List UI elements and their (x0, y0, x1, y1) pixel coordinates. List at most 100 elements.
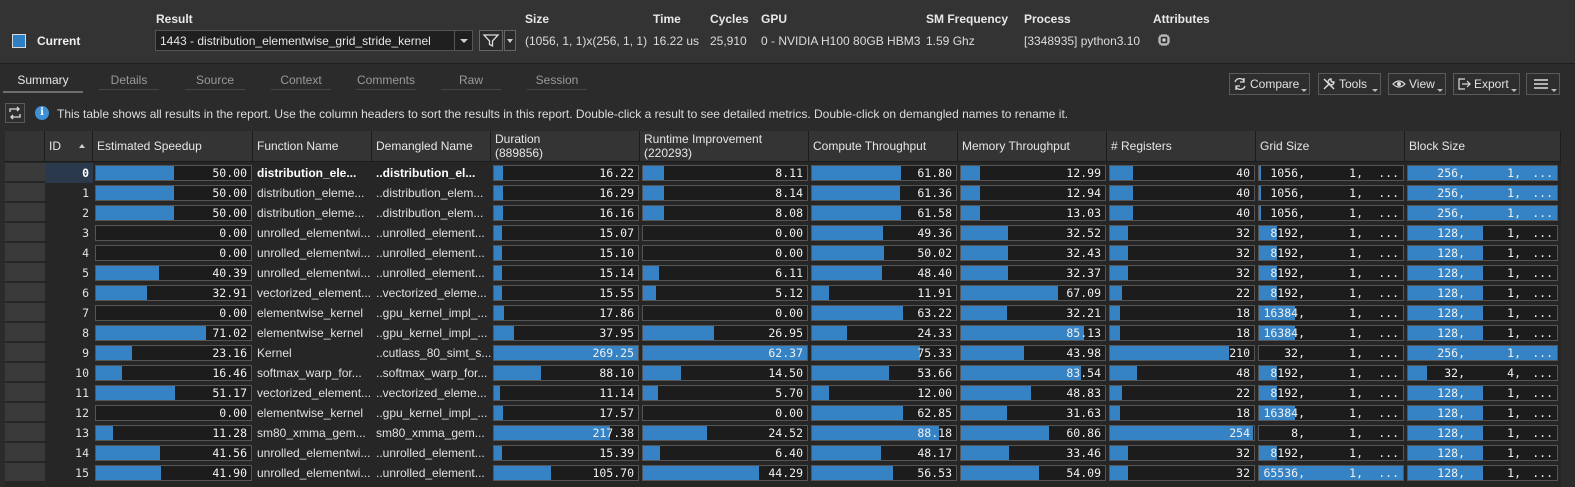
cell-demangled-name[interactable]: ..unrolled_element... (376, 246, 485, 260)
table-row[interactable]: 12 0.00 elementwise_kernel ..gpu_kernel_imp… (5, 403, 1561, 423)
cell-function-name[interactable]: distribution_ele... (257, 166, 357, 180)
bar-fill-block-size (1408, 166, 1557, 180)
compare-button[interactable]: Compare (1229, 73, 1310, 95)
cell-function-name[interactable]: sm80_xmma_gem... (257, 426, 366, 440)
cell-function-name[interactable]: unrolled_elementwi... (257, 446, 371, 460)
row-handle[interactable] (5, 343, 45, 362)
filter-button[interactable] (479, 30, 503, 51)
cell-demangled-name[interactable]: ..gpu_kernel_impl_... (376, 406, 488, 420)
table-row[interactable]: 0 50.00 distribution_ele... ..distribution_… (5, 163, 1561, 183)
cell-function-name[interactable]: vectorized_element... (257, 386, 372, 400)
tools-button[interactable]: Tools (1318, 73, 1381, 95)
table-row[interactable]: 6 32.91 vectorized_element... ..vectorized_… (5, 283, 1561, 303)
view-button[interactable]: View (1388, 73, 1446, 95)
cell-demangled-name[interactable]: ..distribution_el... (376, 166, 476, 180)
cell-function-name[interactable]: elementwise_kernel (257, 306, 364, 320)
row-handle[interactable] (5, 403, 45, 422)
table-row[interactable]: 5 40.39 unrolled_elementwi... ..unrolled_el… (5, 263, 1561, 283)
row-handle[interactable] (5, 283, 45, 302)
row-handle[interactable] (5, 363, 45, 382)
column-header-grid-size[interactable]: Grid Size (1256, 131, 1405, 162)
column-header-duration[interactable]: Duration (889856) (491, 131, 640, 162)
cell-demangled-name[interactable]: ..cutlass_80_simt_s... (376, 346, 491, 360)
cell-duration: 15.55 (493, 285, 639, 301)
cell-demangled-name[interactable]: ..unrolled_element... (376, 466, 485, 480)
cell-function-name[interactable]: distribution_eleme... (257, 186, 365, 200)
column-header-function-name[interactable]: Function Name (253, 131, 372, 162)
header-label: Compute Throughput (813, 139, 927, 153)
cell-function-name[interactable]: unrolled_elementwi... (257, 266, 371, 280)
tab-raw[interactable]: Raw (431, 66, 511, 93)
row-handle[interactable] (5, 183, 45, 202)
table-row[interactable]: 13 11.28 sm80_xmma_gem... sm80_xmma_gem... 2… (5, 423, 1561, 443)
table-row[interactable]: 11 51.17 vectorized_element... ..vectorized… (5, 383, 1561, 403)
filter-dropdown-button[interactable] (504, 30, 516, 51)
column-header-registers[interactable]: # Registers (1107, 131, 1256, 162)
cell-function-name[interactable]: elementwise_kernel (257, 406, 364, 420)
tab-context[interactable]: Context (261, 66, 341, 93)
cell-demangled-name[interactable]: ..softmax_warp_for... (376, 366, 488, 380)
current-color-swatch[interactable] (12, 34, 26, 48)
tab-summary[interactable]: Summary (3, 66, 83, 93)
row-handle[interactable] (5, 203, 45, 222)
cell-demangled-name[interactable]: ..unrolled_element... (376, 226, 485, 240)
tab-details[interactable]: Details (89, 66, 169, 93)
cell-demangled-name[interactable]: ..distribution_elem... (376, 206, 484, 220)
cell-demangled-name[interactable]: ..distribution_elem... (376, 186, 484, 200)
table-row[interactable]: 14 41.56 unrolled_elementwi... ..unrolled_e… (5, 443, 1561, 463)
row-handle[interactable] (5, 443, 45, 462)
size-label: Size (525, 12, 550, 26)
tab-session[interactable]: Session (517, 66, 597, 93)
tab-source[interactable]: Source (175, 66, 255, 93)
bar-fill-duration (494, 186, 503, 200)
column-header-runtime-improvement[interactable]: Runtime Improvement (220293) (640, 131, 809, 162)
table-row[interactable]: 15 41.90 unrolled_elementwi... ..unrolled_e… (5, 463, 1561, 483)
column-header-demangled-name[interactable]: Demangled Name (372, 131, 491, 162)
column-header-estimated-speedup[interactable]: Estimated Speedup (93, 131, 253, 162)
table-row[interactable]: 10 16.46 softmax_warp_for... ..softmax_warp… (5, 363, 1561, 383)
cell-demangled-name[interactable]: ..gpu_kernel_impl_... (376, 306, 488, 320)
menu-button[interactable] (1526, 73, 1560, 95)
cell-demangled-name[interactable]: ..unrolled_element... (376, 446, 485, 460)
tab-comments[interactable]: Comments (346, 66, 426, 93)
table-row[interactable]: 2 50.00 distribution_eleme... ..distributio… (5, 203, 1561, 223)
table-row[interactable]: 4 0.00 unrolled_elementwi... ..unrolled_ele… (5, 243, 1561, 263)
row-handle[interactable] (5, 263, 45, 282)
column-header-memory-throughput[interactable]: Memory Throughput (958, 131, 1107, 162)
row-handle[interactable] (5, 383, 45, 402)
table-row[interactable]: 3 0.00 unrolled_elementwi... ..unrolled_ele… (5, 223, 1561, 243)
cell-demangled-name[interactable]: ..unrolled_element... (376, 266, 485, 280)
chevron-down-icon[interactable] (454, 31, 472, 50)
cell-function-name[interactable]: unrolled_elementwi... (257, 246, 371, 260)
cell-function-name[interactable]: unrolled_elementwi... (257, 226, 371, 240)
cell-demangled-name[interactable]: sm80_xmma_gem... (376, 426, 485, 440)
cell-function-name[interactable]: vectorized_element... (257, 286, 372, 300)
table-row[interactable]: 8 71.02 elementwise_kernel ..gpu_kernel_imp… (5, 323, 1561, 343)
row-handle[interactable] (5, 463, 45, 482)
chip-icon[interactable] (1157, 33, 1171, 47)
cell-function-name[interactable]: softmax_warp_for... (257, 366, 362, 380)
cell-demangled-name[interactable]: ..gpu_kernel_impl_... (376, 326, 488, 340)
cell-function-name[interactable]: unrolled_elementwi... (257, 466, 371, 480)
cell-function-name[interactable]: distribution_eleme... (257, 206, 365, 220)
bar-value: 11.91 (917, 286, 952, 300)
table-row[interactable]: 9 23.16 Kernel ..cutlass_80_simt_s... 269.25… (5, 343, 1561, 363)
swap-button[interactable] (5, 103, 25, 123)
column-header-compute-throughput[interactable]: Compute Throughput (809, 131, 958, 162)
table-row[interactable]: 1 50.00 distribution_eleme... ..distributio… (5, 183, 1561, 203)
row-handle[interactable] (5, 303, 45, 322)
column-header-id[interactable]: ID (45, 131, 93, 162)
row-handle[interactable] (5, 243, 45, 262)
result-select[interactable]: 1443 - distribution_elementwise_grid_str… (155, 30, 473, 51)
cell-function-name[interactable]: elementwise_kernel (257, 326, 364, 340)
column-header-block-size[interactable]: Block Size (1405, 131, 1561, 162)
row-handle[interactable] (5, 163, 45, 182)
row-handle[interactable] (5, 423, 45, 442)
table-row[interactable]: 7 0.00 elementwise_kernel ..gpu_kernel_impl… (5, 303, 1561, 323)
row-handle[interactable] (5, 323, 45, 342)
row-handle[interactable] (5, 223, 45, 242)
cell-demangled-name[interactable]: ..vectorized_eleme... (376, 386, 487, 400)
export-button[interactable]: Export (1453, 73, 1520, 95)
cell-function-name[interactable]: Kernel (257, 346, 292, 360)
cell-demangled-name[interactable]: ..vectorized_eleme... (376, 286, 487, 300)
